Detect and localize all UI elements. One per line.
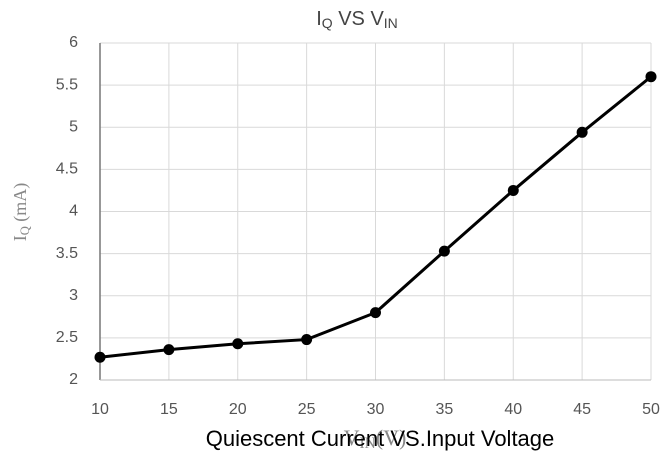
data-point xyxy=(645,71,657,83)
y-tick-label: 5 xyxy=(69,118,78,135)
x-axis-label: VIN(V) xyxy=(344,425,407,452)
data-point xyxy=(370,307,381,319)
plot-area: 2 2.5 3 3.5 4 4.5 5 5.5 6 10 15 20 25 30 35 40 45 50 xyxy=(56,34,660,418)
chart-title: IQ VS VIN xyxy=(316,8,398,31)
label-part: Q xyxy=(18,226,32,235)
y-tick-label: 3 xyxy=(69,287,78,304)
label-part: Q xyxy=(322,15,333,31)
y-tick-label: 4 xyxy=(69,203,78,220)
data-point xyxy=(94,351,106,363)
caption: Quiescent Current VS.Input Voltage xyxy=(206,426,555,451)
y-tick-label: 6 xyxy=(69,34,78,51)
x-tick-label: 25 xyxy=(298,401,316,418)
y-tick-label: 4.5 xyxy=(56,161,78,178)
data-point xyxy=(438,245,450,257)
y-axis-label: IQ (mA) xyxy=(10,183,32,242)
y-tick-label: 2 xyxy=(69,371,78,388)
data-point xyxy=(163,344,175,356)
label-part: VS V xyxy=(333,8,385,30)
y-tick-label: 5.5 xyxy=(56,76,78,93)
label-part: IN xyxy=(360,435,376,452)
x-tick-label: 45 xyxy=(573,401,591,418)
label-part: IN xyxy=(384,15,398,31)
x-tick-label: 20 xyxy=(229,401,247,418)
x-tick-label: 50 xyxy=(642,401,660,418)
y-tick-label: 3.5 xyxy=(56,245,78,262)
x-tick-label: 30 xyxy=(367,401,385,418)
data-point xyxy=(301,334,313,346)
x-tick-label: 10 xyxy=(91,401,109,418)
x-tick-label: 35 xyxy=(435,401,453,418)
data-point xyxy=(576,126,588,138)
x-tick-label: 15 xyxy=(160,401,178,418)
label-part: I xyxy=(10,235,30,241)
y-tick-label: 2.5 xyxy=(56,329,78,346)
x-tick-label: 40 xyxy=(504,401,522,418)
label-part: (mA) xyxy=(10,183,31,227)
data-point xyxy=(232,338,244,350)
label-part: I xyxy=(316,8,322,30)
label-part: V xyxy=(344,425,360,450)
data-point xyxy=(507,184,519,196)
label-part: (V) xyxy=(376,425,407,450)
